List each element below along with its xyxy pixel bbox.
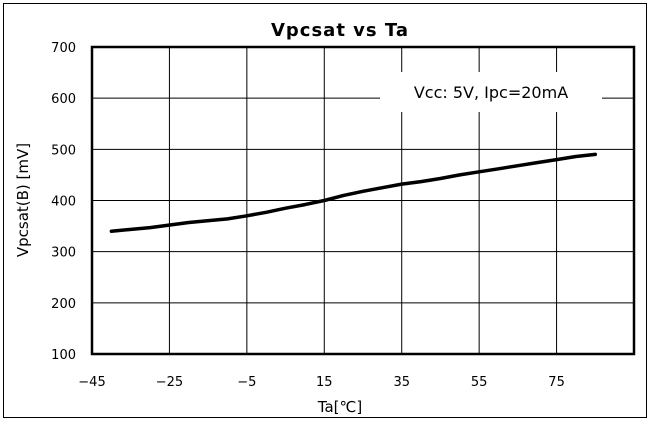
y-tick-label-5: 600	[51, 92, 76, 107]
y-axis-label: Vpcsat(B) [mV]	[14, 143, 32, 257]
x-tick-label-4: 35	[393, 375, 410, 390]
y-tick-label-3: 400	[51, 195, 76, 210]
chart-title: Vpcsat vs Ta	[271, 20, 409, 41]
y-tick-label-0: 100	[51, 348, 76, 363]
x-tick-label-3: 15	[316, 375, 333, 390]
chart-outer-border	[3, 3, 647, 418]
y-tick-label-1: 200	[51, 297, 76, 312]
x-tick-label-6: 75	[548, 375, 565, 390]
annotation-box	[380, 72, 602, 112]
x-tick-labels: −45 −25 −5 15 35 55 75	[78, 375, 565, 390]
y-tick-label-6: 700	[51, 41, 76, 56]
y-tick-labels: 100 200 300 400 500 600 700	[51, 41, 76, 363]
x-tick-label-0: −45	[78, 375, 105, 390]
x-tick-label-5: 55	[471, 375, 488, 390]
x-axis-label: Ta[℃]	[317, 398, 362, 416]
series-line-0	[109, 152, 598, 233]
x-tick-label-2: −5	[237, 375, 256, 390]
y-tick-label-2: 300	[51, 246, 76, 261]
plot-area-border	[90, 45, 636, 356]
y-tick-label-4: 500	[51, 143, 76, 158]
x-tick-label-1: −25	[156, 375, 183, 390]
chart-annotation: Vcc: 5V, Ipc=20mA	[414, 83, 568, 102]
series-lines	[109, 152, 598, 233]
